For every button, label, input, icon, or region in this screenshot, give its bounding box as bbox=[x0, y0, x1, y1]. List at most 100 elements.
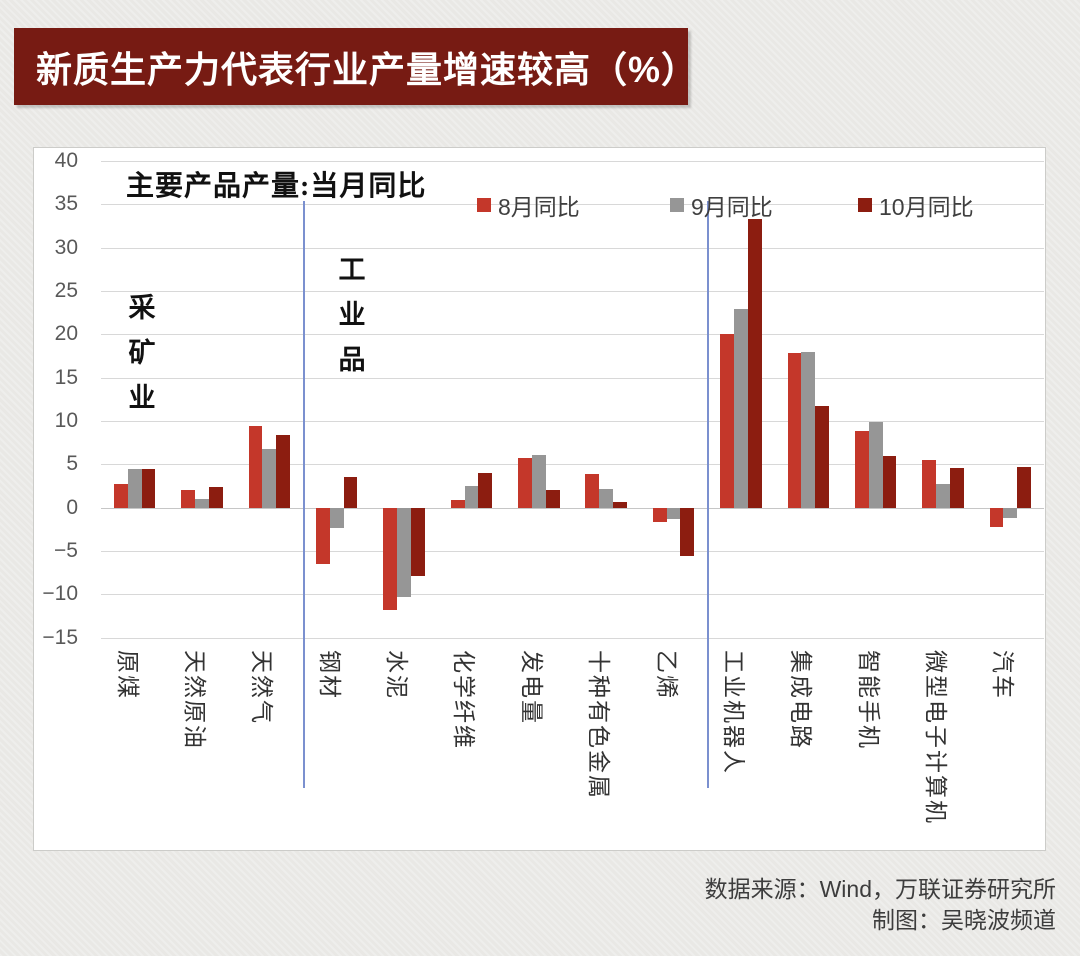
bar-10月同比-化学纤维 bbox=[478, 473, 493, 508]
legend-label: 10月同比 bbox=[879, 194, 974, 220]
y-tick-label: 10 bbox=[54, 409, 78, 432]
y-tick-label: 25 bbox=[54, 278, 78, 302]
bar-10月同比-原煤 bbox=[141, 468, 156, 508]
bar-8月同比-汽车 bbox=[989, 507, 1004, 527]
bar-9月同比-发电量 bbox=[531, 454, 546, 508]
title-banner: 新质生产力代表行业产量增速较高（%） bbox=[14, 28, 697, 105]
bar-8月同比-乙烯 bbox=[652, 507, 667, 522]
x-axis-label: 微型电子计算机 bbox=[922, 650, 948, 825]
bar-9月同比-钢材 bbox=[329, 507, 344, 529]
legend-swatch-icon bbox=[858, 198, 872, 212]
x-axis-label: 化学纤维 bbox=[451, 650, 477, 750]
gridline bbox=[101, 507, 1044, 509]
y-tick-label: −5 bbox=[54, 539, 78, 563]
bar-9月同比-智能手机 bbox=[868, 421, 883, 508]
bar-9月同比-汽车 bbox=[1003, 507, 1018, 519]
legend-swatch-icon bbox=[670, 198, 684, 212]
group-label: 工 业 品 bbox=[338, 255, 366, 375]
bar-8月同比-十种有色金属 bbox=[585, 473, 600, 508]
bar-10月同比-天然原油 bbox=[208, 486, 223, 508]
bar-9月同比-化学纤维 bbox=[464, 486, 479, 508]
legend-label: 9月同比 bbox=[691, 194, 773, 220]
y-tick-label: 0 bbox=[66, 495, 78, 519]
bar-9月同比-水泥 bbox=[397, 507, 411, 597]
bar-10月同比-智能手机 bbox=[882, 455, 897, 508]
bar-10月同比-水泥 bbox=[411, 507, 425, 577]
bar-8月同比-钢材 bbox=[316, 507, 330, 565]
gridline bbox=[101, 377, 1044, 379]
bar-9月同比-工业机器人 bbox=[733, 309, 748, 508]
bar-9月同比-十种有色金属 bbox=[599, 489, 614, 508]
bar-8月同比-智能手机 bbox=[854, 431, 869, 508]
y-tick-label: 35 bbox=[54, 192, 78, 216]
bar-9月同比-原煤 bbox=[127, 468, 142, 508]
credit-line: 制图：吴晓波频道 bbox=[872, 907, 1056, 933]
gridline bbox=[101, 204, 1044, 206]
legend-item: 10月同比 bbox=[858, 188, 974, 222]
bar-10月同比-集成电路 bbox=[815, 406, 829, 508]
data-source-line: 数据来源：Wind，万联证券研究所 bbox=[704, 876, 1056, 902]
bar-8月同比-集成电路 bbox=[787, 353, 802, 508]
legend-swatch-icon bbox=[477, 198, 491, 212]
bar-10月同比-乙烯 bbox=[680, 507, 695, 557]
bar-10月同比-汽车 bbox=[1017, 466, 1032, 508]
group-separator-line bbox=[707, 201, 710, 788]
bar-8月同比-工业机器人 bbox=[720, 334, 734, 508]
y-tick-label: −10 bbox=[42, 582, 78, 606]
bar-10月同比-发电量 bbox=[545, 490, 560, 508]
chart-subtitle: 主要产品产量:当月同比 bbox=[126, 171, 427, 202]
bar-9月同比-天然原油 bbox=[195, 499, 209, 508]
x-axis-label: 汽车 bbox=[990, 650, 1016, 700]
legend-item: 8月同比 bbox=[477, 188, 580, 222]
bar-8月同比-原煤 bbox=[113, 484, 128, 508]
page-title: 新质生产力代表行业产量增速较高（%） bbox=[36, 48, 699, 90]
gridline bbox=[101, 290, 1044, 292]
gridline bbox=[101, 551, 1044, 553]
x-axis-label: 水泥 bbox=[384, 650, 410, 700]
gridline bbox=[101, 464, 1044, 466]
x-axis-label: 天然气 bbox=[249, 650, 275, 725]
bar-10月同比-天然气 bbox=[276, 434, 291, 508]
legend-label: 8月同比 bbox=[498, 194, 580, 220]
x-axis-label: 钢材 bbox=[316, 650, 342, 700]
bar-10月同比-微型电子计算机 bbox=[949, 467, 964, 508]
bar-8月同比-微型电子计算机 bbox=[922, 460, 937, 508]
y-tick-label: −15 bbox=[42, 625, 78, 649]
x-axis-label: 工业机器人 bbox=[720, 650, 746, 775]
group-separator-line bbox=[303, 201, 306, 788]
bar-8月同比-化学纤维 bbox=[450, 499, 465, 508]
bar-9月同比-天然气 bbox=[262, 448, 277, 508]
gridline bbox=[101, 247, 1044, 249]
x-axis-label: 发电量 bbox=[518, 650, 544, 725]
bar-8月同比-发电量 bbox=[518, 458, 532, 508]
chart-panel: −15 −10 −5 0 5 10 15 20 25 30 35 40 主要产品产量:当月同比 8月同… bbox=[33, 147, 1046, 851]
bar-10月同比-钢材 bbox=[343, 477, 358, 508]
x-axis-label: 原煤 bbox=[114, 650, 140, 700]
bar-9月同比-集成电路 bbox=[801, 351, 816, 508]
y-tick-label: 5 bbox=[66, 452, 78, 476]
bar-10月同比-工业机器人 bbox=[747, 218, 762, 508]
bar-8月同比-水泥 bbox=[383, 507, 398, 610]
source-note: 数据来源：Wind，万联证券研究所 制图：吴晓波频道 bbox=[705, 874, 1056, 936]
group-label: 采 矿 业 bbox=[128, 293, 156, 413]
legend-item: 9月同比 bbox=[670, 188, 773, 222]
bar-8月同比-天然气 bbox=[248, 426, 263, 508]
gridline bbox=[101, 637, 1044, 639]
y-tick-label: 30 bbox=[54, 235, 78, 259]
gridline bbox=[101, 334, 1044, 336]
x-axis-label: 集成电路 bbox=[788, 650, 814, 750]
y-tick-label: 20 bbox=[54, 322, 78, 346]
gridline bbox=[101, 421, 1044, 422]
y-tick-label: 15 bbox=[54, 365, 78, 389]
x-axis-label: 天然原油 bbox=[182, 650, 208, 750]
bar-9月同比-乙烯 bbox=[666, 507, 681, 519]
x-axis-label: 十种有色金属 bbox=[586, 650, 612, 800]
gridline bbox=[101, 594, 1044, 596]
y-tick-label: 40 bbox=[54, 148, 78, 172]
bar-8月同比-天然原油 bbox=[181, 490, 196, 508]
x-axis-label: 乙烯 bbox=[653, 650, 679, 700]
bar-10月同比-十种有色金属 bbox=[613, 502, 627, 508]
x-axis-label: 智能手机 bbox=[855, 650, 881, 750]
gridline bbox=[101, 160, 1044, 162]
